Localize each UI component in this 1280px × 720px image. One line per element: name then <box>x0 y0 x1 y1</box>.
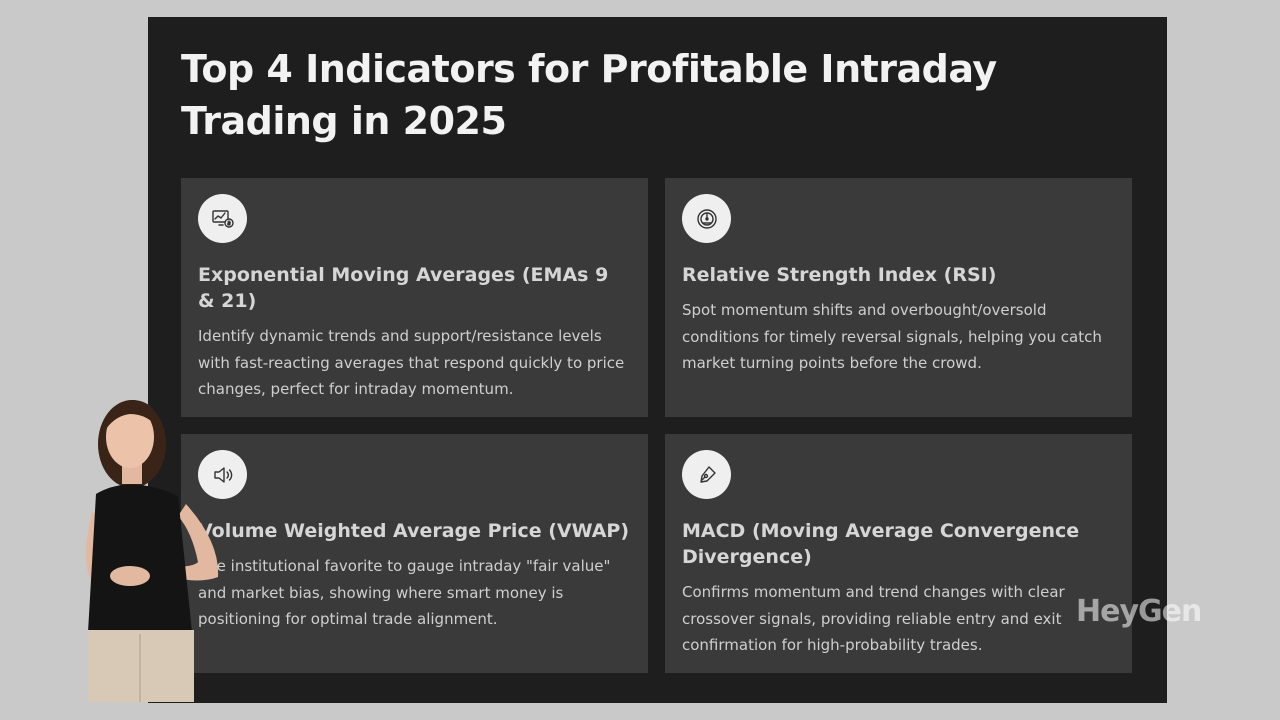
card-title: Exponential Moving Averages (EMAs 9 & 21… <box>198 264 609 312</box>
speaker-volume-icon <box>198 450 247 499</box>
card-description: Confirms momentum and trend changes with… <box>682 583 1065 654</box>
card-description: Identify dynamic trends and support/resi… <box>198 327 625 398</box>
presenter-avatar <box>86 400 219 702</box>
indicator-card-rsi: Relative Strength Index (RSI) Spot momen… <box>665 178 1132 417</box>
chart-monitor-dollar-icon <box>198 194 247 243</box>
card-title: Volume Weighted Average Price (VWAP) <box>198 520 630 542</box>
gauge-icon <box>682 194 731 243</box>
slide: Top 4 Indicators for Profitable Intraday… <box>148 17 1167 703</box>
card-title: Relative Strength Index (RSI) <box>682 264 997 286</box>
pen-nib-icon <box>682 450 731 499</box>
card-description: Spot momentum shifts and overbought/over… <box>682 301 1102 372</box>
indicator-card-ema: Exponential Moving Averages (EMAs 9 & 21… <box>181 178 648 417</box>
card-description: The institutional favorite to gauge intr… <box>198 557 611 628</box>
heygen-watermark: HeyGen <box>1076 594 1202 629</box>
card-title: MACD (Moving Average Convergence Diverge… <box>682 520 1080 568</box>
indicator-card-macd: MACD (Moving Average Convergence Diverge… <box>665 434 1132 673</box>
indicator-card-vwap: Volume Weighted Average Price (VWAP) The… <box>181 434 648 673</box>
slide-title: Top 4 Indicators for Profitable Intraday… <box>181 47 997 143</box>
